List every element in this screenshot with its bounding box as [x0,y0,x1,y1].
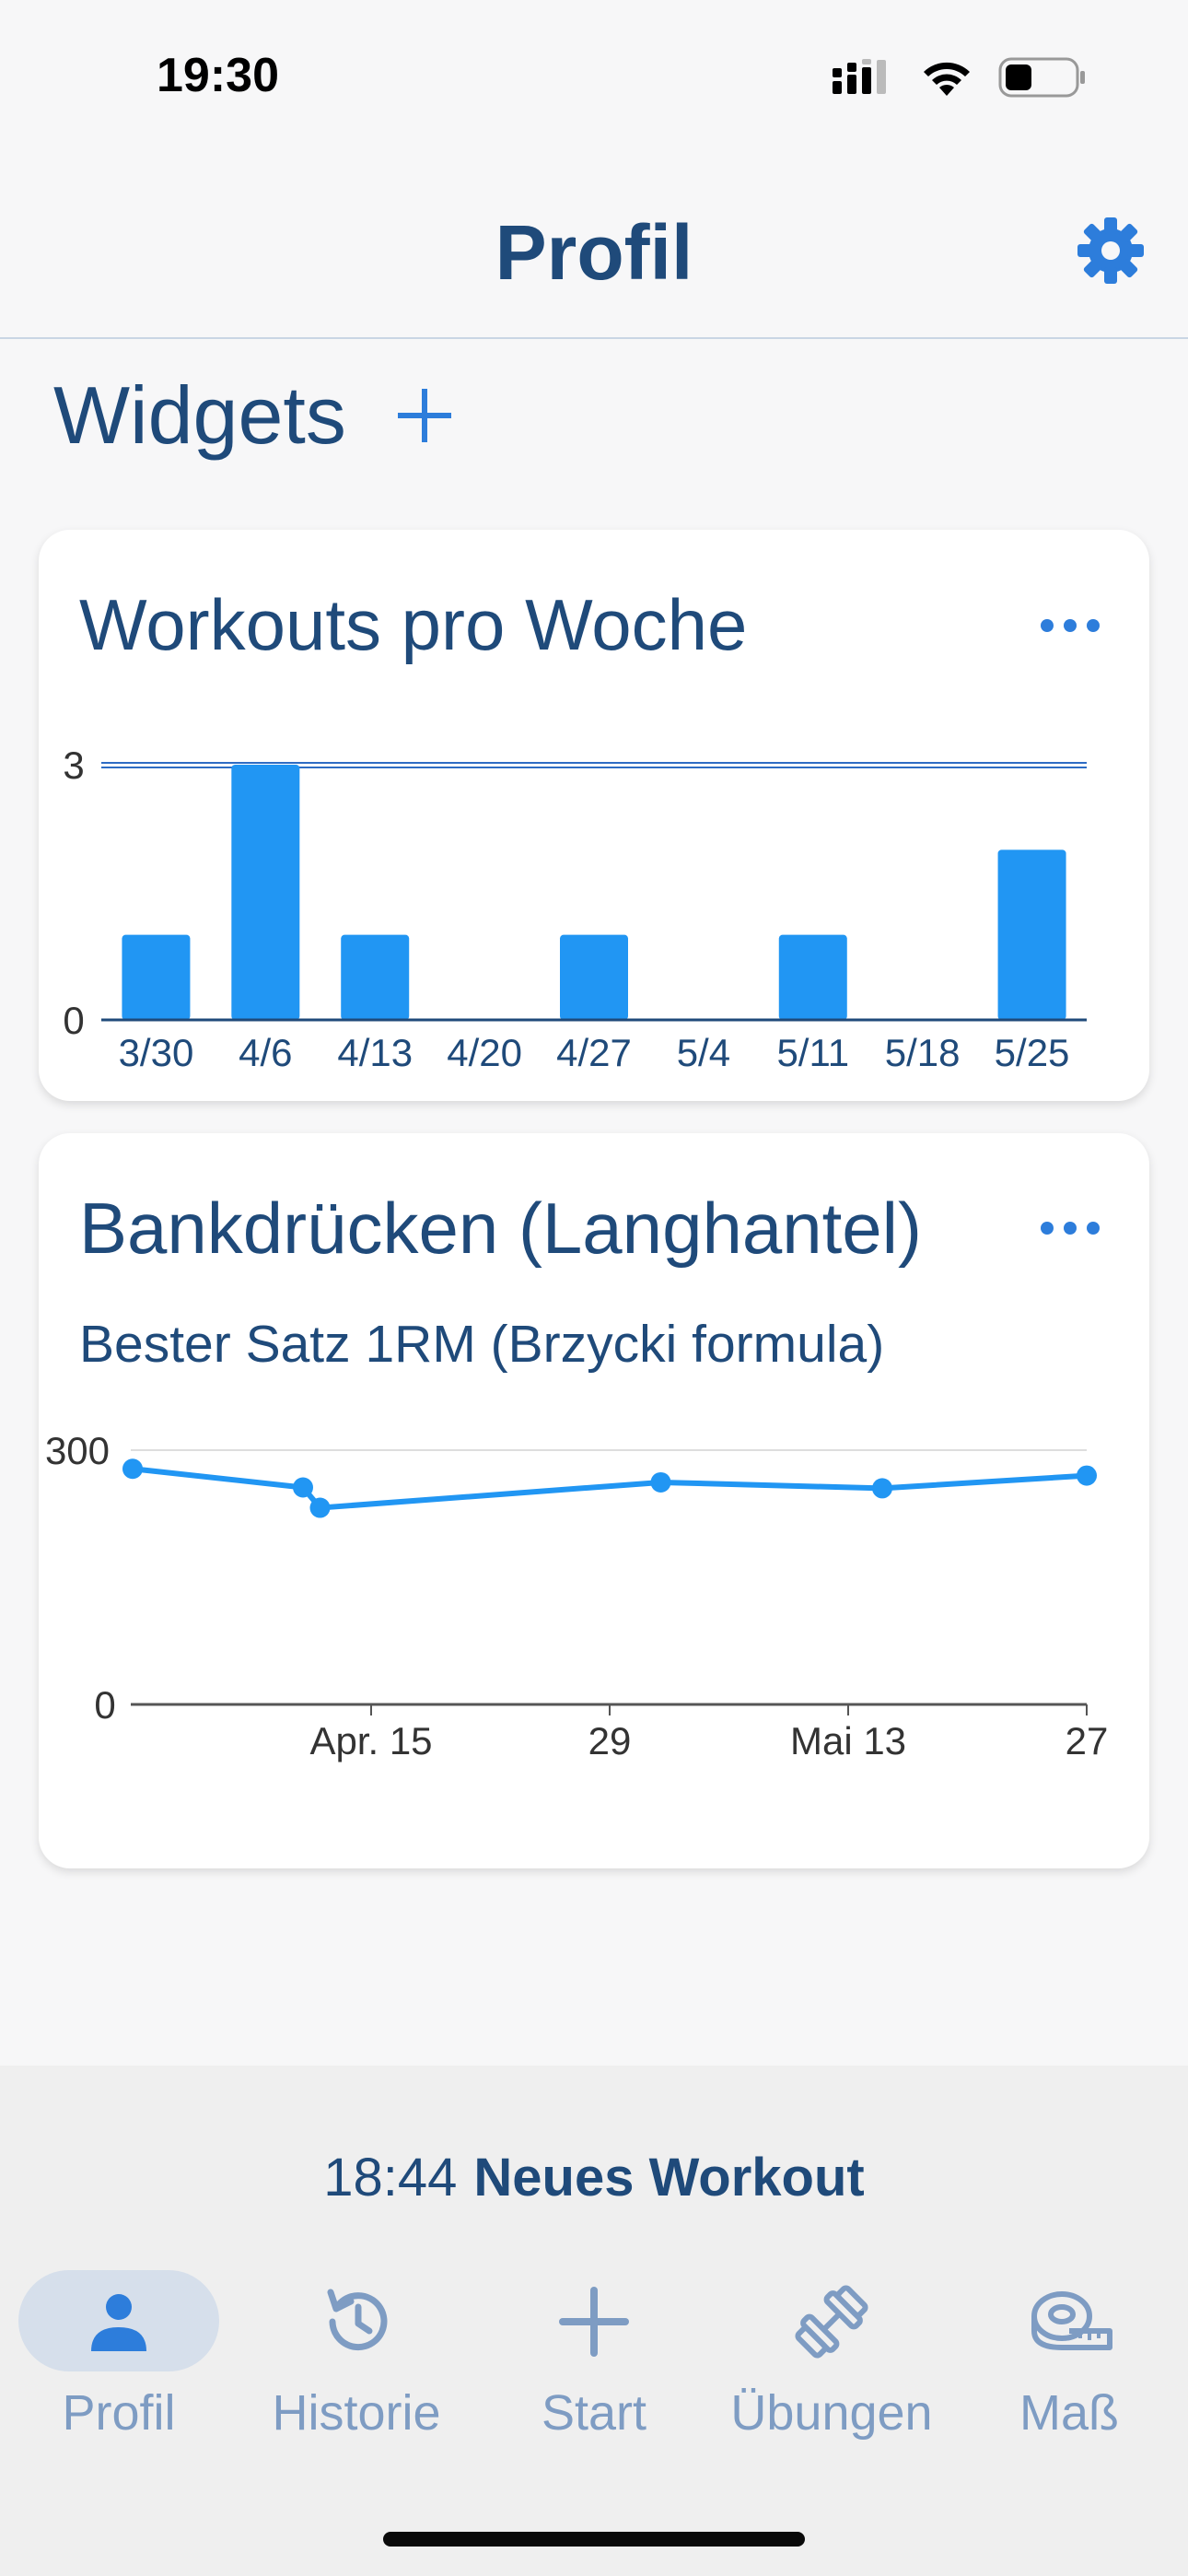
tab-profil[interactable]: Profil [0,2259,238,2462]
home-indicator [383,2532,805,2547]
tab-label: Übungen [730,2385,933,2441]
y-tick-label: 3 [63,744,84,787]
x-tick-label: 4/20 [447,1031,522,1074]
bar [231,765,300,1020]
data-point [309,1497,331,1518]
x-tick-label: 5/4 [677,1031,730,1074]
data-point [872,1478,892,1499]
card-subtitle: Bester Satz 1RM (Brzycki formula) [79,1315,885,1374]
tab-label: Start [541,2385,647,2441]
plus-icon [397,389,451,442]
bar [122,934,191,1020]
dot [1087,619,1100,632]
plus-icon [559,2287,629,2357]
x-tick-label: 4/6 [239,1031,292,1074]
x-tick-label: 5/18 [885,1031,961,1074]
dot [1064,619,1077,632]
settings-button[interactable] [1074,214,1147,287]
person-icon [91,2294,146,2351]
status-time: 19:30 [157,49,279,102]
add-widget-button[interactable] [392,383,457,448]
bar [997,849,1066,1020]
widgets-section-header: Widgets [53,369,457,463]
tab-bar: Profil Historie Start [0,2259,1188,2462]
data-point [122,1458,143,1480]
x-tick-label: 29 [588,1719,632,1762]
workouts-per-week-card[interactable]: Workouts pro Woche 3/30 4/6 4/13 4/20 4/27 5/… [39,530,1149,1101]
y-tick-label: 0 [94,1683,115,1727]
y-tick-label: 300 [45,1429,110,1472]
tab-uebungen[interactable]: Übungen [713,2259,950,2462]
x-tick-label: 27 [1066,1719,1109,1762]
bar [778,934,847,1020]
dot [1041,1222,1054,1235]
bench-press-line-chart: 0 300 Apr. 15 29 Mai 13 27 [45,1429,1109,1762]
workouts-bar-chart: 3/30 4/6 4/13 4/20 4/27 5/4 5/11 5/18 5/25 0 3 [63,744,1087,1074]
wifi-icon [924,62,970,96]
x-tick-label: 4/27 [556,1031,632,1074]
tab-start[interactable]: Start [475,2259,713,2462]
x-tick-label: Mai 13 [790,1719,906,1762]
series-line [132,1466,1088,1511]
cellular-signal-icon [833,59,886,94]
status-bar: 19:30 [0,0,1188,166]
bench-press-card[interactable]: Bankdrücken (Langhantel) Bester Satz 1RM… [39,1133,1149,1868]
dumbbell-icon [795,2285,868,2359]
card-title: Bankdrücken (Langhantel) [79,1188,922,1269]
data-point [1077,1465,1097,1486]
nav-header: Profil [0,166,1188,339]
tab-label: Maß [1019,2385,1119,2441]
data-point [293,1477,313,1498]
dot [1041,619,1054,632]
tab-label: Profil [62,2385,176,2441]
active-workout-time: 18:44 [323,2148,458,2207]
more-options-button[interactable] [1041,1217,1100,1239]
more-options-button[interactable] [1041,615,1100,637]
dot [1064,1222,1077,1235]
tab-mass[interactable]: Maß [950,2259,1188,2462]
battery-icon [998,57,1085,98]
y-tick-label: 0 [63,999,84,1042]
bottom-area: 18:44 Neues Workout Profil Historie Star [0,2066,1188,2576]
gear-icon [1077,217,1144,284]
dot [1087,1222,1100,1235]
x-tick-label: 4/13 [337,1031,413,1074]
widgets-title: Widgets [53,369,346,461]
x-tick-label: 5/25 [995,1031,1070,1074]
active-workout-name: Neues Workout [473,2148,865,2207]
history-icon [327,2289,388,2351]
tab-historie[interactable]: Historie [238,2259,475,2462]
data-point [650,1471,671,1493]
x-tick-label: 5/11 [776,1031,849,1074]
page-title: Profil [495,209,693,296]
card-title: Workouts pro Woche [79,584,748,665]
x-tick-label: 3/30 [119,1031,194,1074]
active-tab-indicator [18,2270,219,2371]
tape-measure-icon [1031,2291,1112,2350]
active-workout-bar[interactable]: 18:44 Neues Workout [0,2147,1188,2208]
x-tick-label: Apr. 15 [309,1719,432,1762]
status-icons [833,57,1087,98]
bar [560,934,628,1020]
tab-label: Historie [272,2385,441,2441]
bar [341,934,410,1020]
